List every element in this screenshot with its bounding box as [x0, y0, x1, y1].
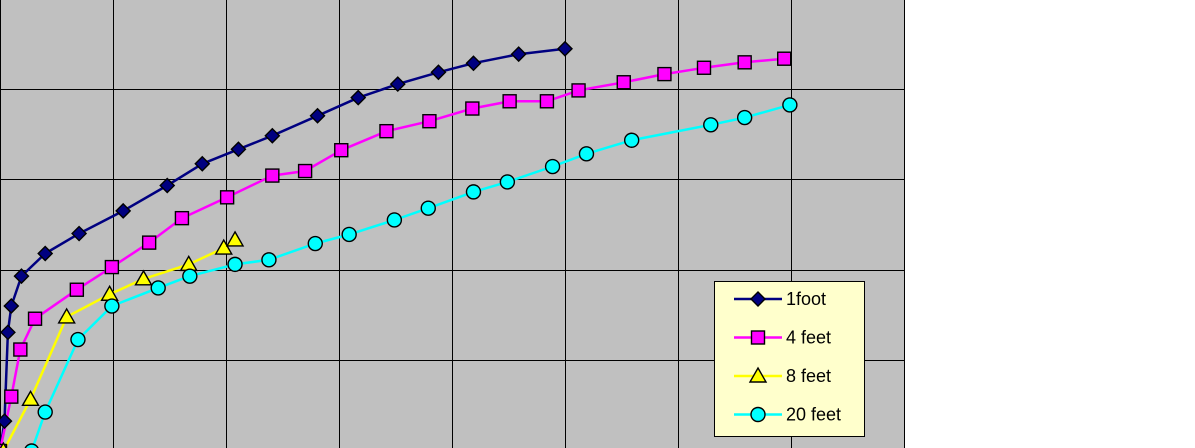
data-point-20-feet [341, 226, 357, 243]
data-point-4-feet [4, 389, 19, 404]
data-point-4-feet [334, 143, 349, 158]
data-point-1foot [264, 127, 281, 144]
data-point-4-feet [422, 114, 437, 129]
data-point-8-feet [214, 238, 233, 255]
data-point-4-feet [174, 210, 190, 226]
data-point-8-feet [0, 441, 8, 448]
data-point-legend-8-feet [748, 366, 768, 383]
data-point-20-feet [24, 443, 39, 448]
data-point-20-feet [499, 174, 516, 190]
series-markers-8-feet [0, 230, 245, 448]
data-point-20-feet [703, 117, 719, 133]
data-point-1foot [389, 76, 406, 93]
data-point-20-feet [307, 235, 323, 252]
series-markers [0, 40, 798, 448]
data-point-1foot [159, 177, 176, 194]
data-point-20-feet [182, 268, 198, 284]
data-point-1foot [309, 107, 326, 124]
data-point-1foot [115, 202, 132, 219]
data-point-20-feet [150, 280, 166, 296]
data-point-1foot [510, 46, 527, 63]
data-point-legend-4-feet [750, 330, 766, 345]
data-point-4-feet [13, 342, 28, 357]
legend-box [714, 281, 865, 437]
data-point-20-feet [544, 158, 561, 175]
data-point-20-feet [420, 200, 436, 216]
data-point-20-feet [104, 298, 120, 314]
data-point-20-feet [70, 331, 86, 348]
data-point-4-feet [69, 282, 85, 297]
data-point-1foot [71, 225, 88, 242]
data-point-20-feet [386, 212, 403, 228]
legend-label: 1foot [786, 289, 826, 309]
series-line-20-feet [31, 103, 791, 448]
data-point-20-feet [227, 256, 243, 273]
data-point-4-feet [265, 168, 280, 183]
legend-label: 4 feet [786, 328, 831, 348]
series-markers-4-feet [0, 51, 792, 448]
series-markers-1foot [0, 40, 573, 448]
data-point-4-feet [737, 55, 752, 70]
data-point-4-feet [539, 94, 555, 109]
legend-item-4-feet: 4 feet [734, 328, 831, 348]
data-point-1foot [230, 141, 247, 158]
data-point-4-feet [696, 60, 712, 75]
data-point-4-feet [219, 190, 235, 205]
data-point-4-feet [465, 101, 480, 116]
data-point-20-feet [578, 146, 595, 162]
data-point-1foot [465, 55, 482, 72]
legend-item-8-feet: 8 feet [734, 366, 831, 386]
data-point-8-feet [134, 269, 153, 286]
data-point-4-feet [571, 83, 586, 98]
data-point-8-feet [225, 230, 245, 247]
data-point-4-feet [379, 123, 394, 139]
data-point-4-feet [616, 75, 631, 90]
data-point-20-feet [782, 97, 798, 113]
data-point-1foot [3, 298, 20, 315]
legend-label: 20 feet [786, 405, 841, 425]
legend-label: 8 feet [786, 366, 831, 386]
data-point-legend-1foot [750, 291, 766, 307]
data-point-1foot [13, 268, 30, 285]
data-point-1foot [37, 245, 54, 262]
data-point-20-feet [37, 404, 53, 420]
data-point-legend-20-feet [750, 406, 766, 423]
data-point-4-feet [104, 259, 120, 275]
data-point-4-feet [777, 51, 792, 66]
data-point-8-feet [57, 307, 76, 324]
data-point-1foot [350, 89, 367, 106]
data-point-1foot [0, 324, 16, 341]
data-point-4-feet [27, 311, 43, 326]
legend-items: 1foot 4 feet 8 feet 20 feet [734, 289, 841, 425]
data-point-20-feet [465, 184, 482, 200]
data-point-8-feet [21, 389, 40, 407]
legend-item-20-feet: 20 feet [734, 405, 841, 425]
data-point-4-feet [141, 235, 157, 250]
data-point-20-feet [736, 109, 753, 126]
data-point-1foot [430, 64, 447, 81]
data-point-1foot [557, 40, 573, 57]
data-point-4-feet [657, 66, 672, 82]
legend-item-1foot: 1foot [734, 289, 826, 309]
data-point-20-feet [623, 132, 640, 148]
legend: 1foot 4 feet 8 feet 20 feet [714, 281, 865, 437]
data-point-4-feet [297, 163, 313, 179]
data-point-20-feet [261, 252, 277, 268]
data-point-4-feet [502, 94, 517, 109]
series-markers-20-feet [24, 97, 798, 448]
data-point-1foot [194, 155, 211, 172]
data-point-1foot [0, 413, 13, 430]
